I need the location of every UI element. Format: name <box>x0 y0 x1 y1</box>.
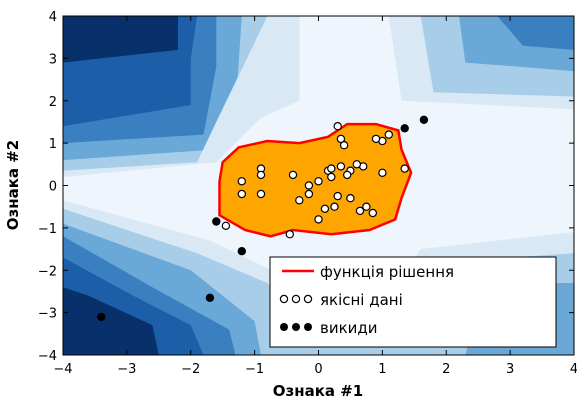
inlier-point <box>343 170 352 180</box>
inlier-point <box>333 191 342 201</box>
inlier-point <box>288 170 298 180</box>
inlier-point <box>304 181 314 190</box>
inlier-point <box>355 206 365 216</box>
inlier-point <box>371 134 381 144</box>
y-tick-label: −2 <box>38 264 57 279</box>
y-tick-label: −3 <box>38 307 57 322</box>
inlier-point <box>346 193 355 203</box>
x-tick-label: 3 <box>506 362 514 377</box>
y-tick-label: −4 <box>38 349 57 364</box>
inlier-point <box>256 189 266 199</box>
y-tick-label: 0 <box>49 180 57 195</box>
y-axis-ticks: −4 −3 −2 −1 0 1 2 3 4 <box>38 10 574 364</box>
x-axis-label: Ознака #1 <box>273 382 363 400</box>
x-tick-label: 0 <box>314 362 322 377</box>
x-tick-label: 2 <box>442 362 450 377</box>
y-tick-label: −1 <box>38 222 57 237</box>
x-tick-label: 4 <box>570 362 577 377</box>
inlier-point <box>304 189 314 199</box>
outlier-point <box>212 217 221 226</box>
x-axis-ticks: −4 −3 −2 −1 0 1 2 3 4 <box>53 16 577 377</box>
legend: функція рішення якісні дані викиди <box>269 256 557 348</box>
x-tick-label: −2 <box>181 362 200 377</box>
legend-inliers-label: якісні дані <box>320 291 403 309</box>
legend-decision-label: функція рішення <box>320 263 454 281</box>
scatter-points <box>97 115 429 322</box>
inlier-point <box>327 164 336 173</box>
inlier-point <box>237 177 246 186</box>
inlier-point <box>285 229 294 239</box>
inlier-point <box>368 208 377 218</box>
inlier-point <box>295 196 304 205</box>
outlier-point <box>419 115 429 125</box>
inlier-point <box>352 160 361 169</box>
legend-outliers-marker <box>280 323 312 331</box>
outlier-point <box>97 312 106 322</box>
inlier-point <box>400 164 409 173</box>
y-tick-label: 3 <box>49 52 57 67</box>
inlier-point <box>378 168 387 177</box>
outlier-point <box>205 293 215 302</box>
decision-boundary <box>218 122 413 238</box>
inlier-point <box>237 189 246 199</box>
inlier-point <box>330 202 339 211</box>
inlier-point <box>384 130 393 139</box>
legend-inliers-marker <box>279 294 313 304</box>
y-tick-label: 2 <box>49 95 57 110</box>
inlier-point <box>221 221 231 230</box>
legend-outliers-label: викиди <box>320 319 378 337</box>
inlier-point <box>333 121 342 131</box>
x-tick-label: −1 <box>245 362 264 377</box>
inlier-point <box>362 202 371 211</box>
y-axis-label: Ознака #2 <box>4 140 22 230</box>
inlier-point <box>336 134 346 144</box>
inlier-point <box>314 215 323 224</box>
inlier-point <box>336 162 346 171</box>
inlier-point <box>314 177 323 186</box>
x-tick-label: −3 <box>117 362 136 377</box>
x-tick-label: 1 <box>378 362 386 377</box>
x-tick-label: −4 <box>53 362 72 377</box>
outlier-point <box>400 124 409 133</box>
y-tick-label: 4 <box>49 10 57 25</box>
inlier-point <box>256 170 266 180</box>
legend-box <box>269 256 557 348</box>
y-tick-label: 1 <box>49 137 57 152</box>
outlier-point <box>237 247 246 256</box>
inlier-point <box>320 204 330 213</box>
inlier-point <box>327 172 336 182</box>
